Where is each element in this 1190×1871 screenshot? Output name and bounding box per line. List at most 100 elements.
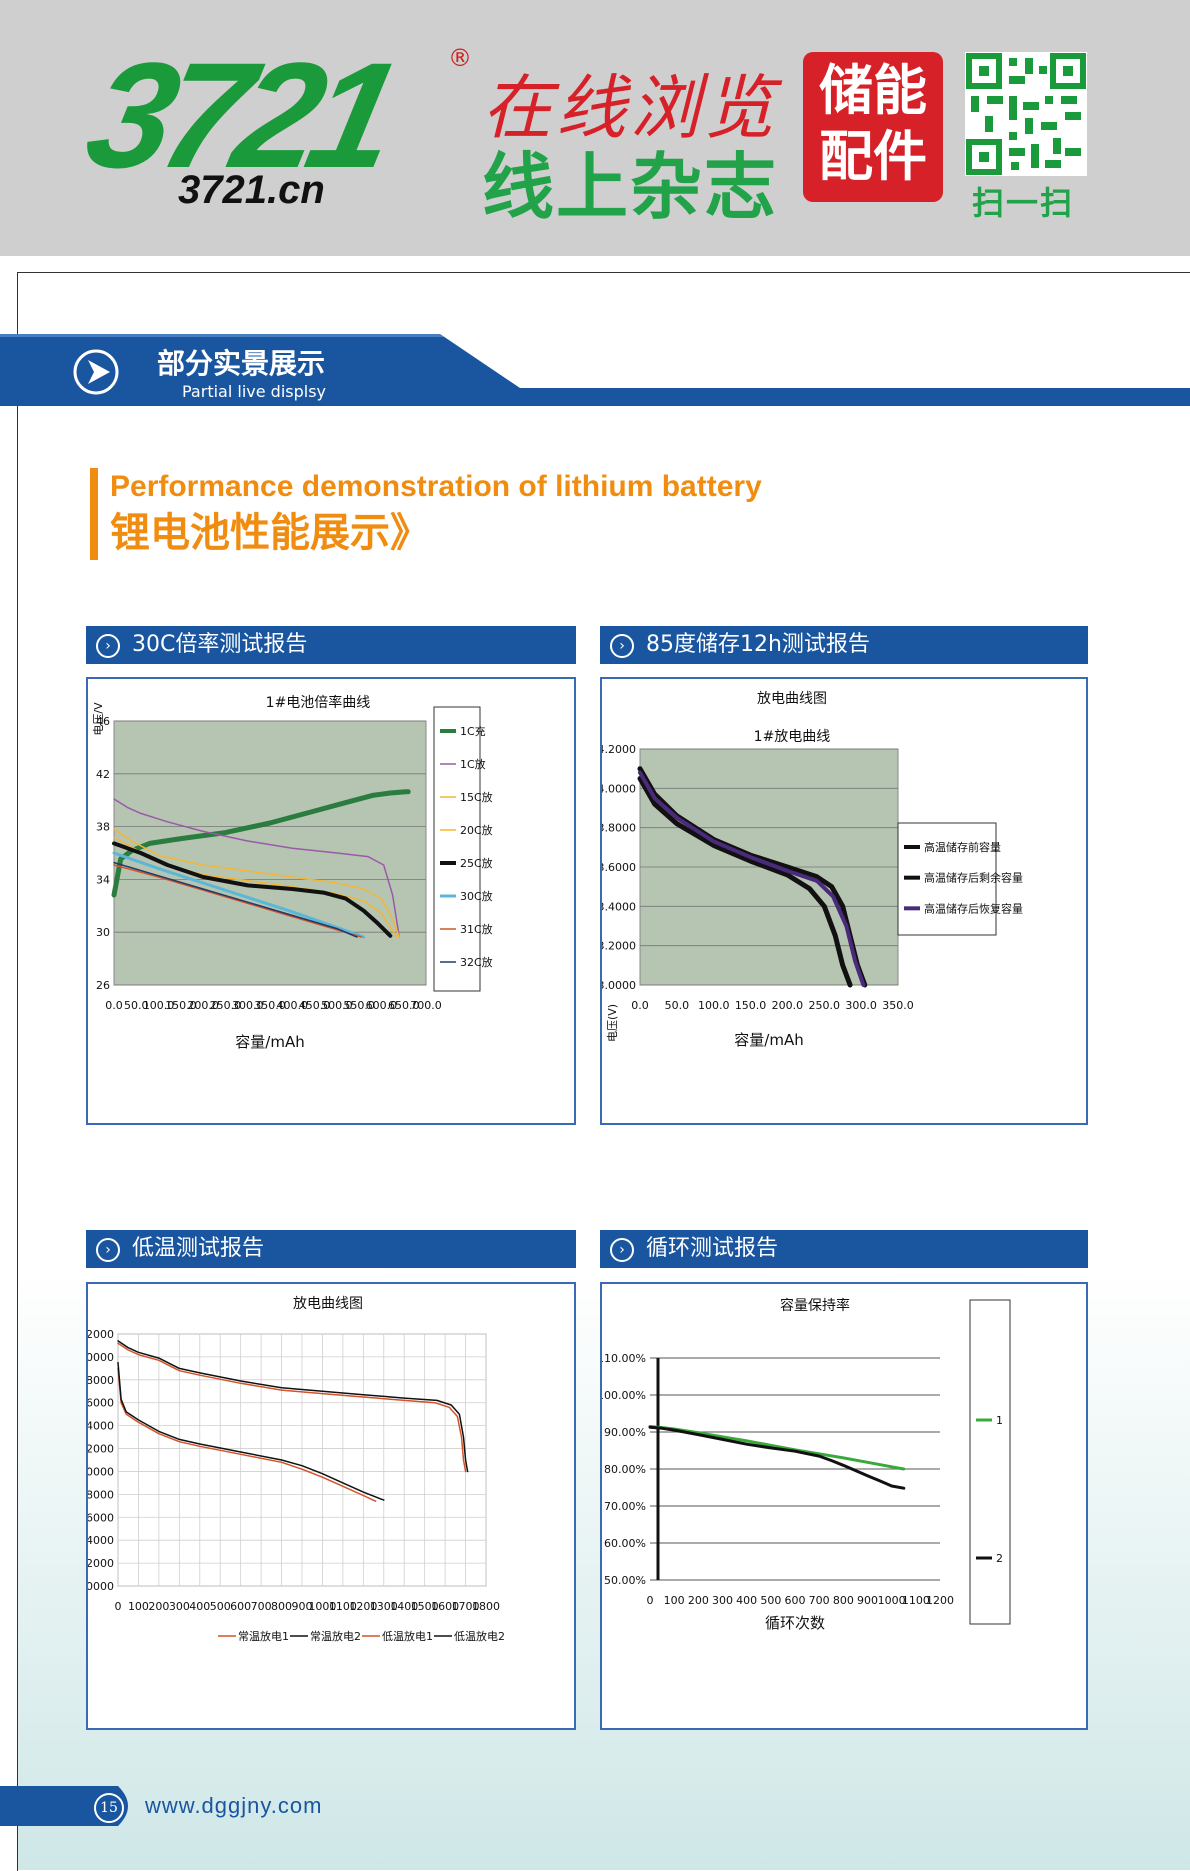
x-tick-label: 800 — [833, 1594, 854, 1607]
stamp-line2: 配件 — [819, 125, 927, 188]
legend-label: 1 — [996, 1414, 1003, 1427]
panel-title: 85度储存12h测试报告 — [646, 632, 870, 657]
x-tick-label: 1700 — [452, 1600, 480, 1613]
x-tick-label: 500 — [210, 1600, 231, 1613]
chart-storage: 放电曲线图 1#放电曲线 3.0000 3.2000 3.4000 3.6000 3.800… — [602, 691, 1023, 1049]
y-tick-label: 3.0000 — [602, 979, 636, 992]
x-tick-label: 50.0 — [665, 999, 690, 1012]
website-link[interactable]: www.dggjny.com — [145, 1793, 323, 1818]
qr-caption: 扫一扫 — [972, 184, 1075, 222]
chart-title: 放电曲线图 — [293, 1296, 363, 1312]
x-tick-label: 700.0 — [410, 999, 442, 1012]
x-tick-label: 1200 — [926, 1594, 954, 1607]
panel-title: 低温测试报告 — [132, 1236, 265, 1261]
panel-title: 30C倍率测试报告 — [132, 632, 308, 657]
x-tick-label: 0.0 — [631, 999, 649, 1012]
x-tick-label: 200 — [688, 1594, 709, 1607]
y-tick-label: 4.2000 — [602, 743, 636, 756]
series-line — [637, 776, 853, 988]
y-tick-label: 46 — [96, 715, 110, 728]
x-tick-label: 200 — [148, 1600, 169, 1613]
slogan-online-magazine: 线上杂志 — [482, 145, 779, 229]
panel-header-rate-test: › 30C倍率测试报告 — [86, 626, 576, 664]
x-tick-label: 1800 — [472, 1600, 500, 1613]
x-tick-label: 700 — [809, 1594, 830, 1607]
x-tick-label: 250.0 — [210, 999, 242, 1012]
headline-en: Performance demonstration of lithium bat… — [110, 470, 762, 503]
legend-label: 25C放 — [460, 856, 493, 870]
x-tick-label: 300.0 — [845, 999, 877, 1012]
x-tick-label: 200.0 — [772, 999, 804, 1012]
y-tick-label: 26 — [96, 979, 110, 992]
x-tick-label: 1400 — [390, 1600, 418, 1613]
y-tick-label: 100.00% — [602, 1389, 646, 1402]
x-tick-label: 50.0 — [124, 999, 148, 1012]
page-number: 15 — [94, 1793, 124, 1823]
legend-label: 常温放电2 — [310, 1629, 361, 1643]
legend-label: 1C充 — [460, 724, 486, 738]
chevron-right-icon: › — [96, 1238, 120, 1262]
y-tick-label: 60.00% — [604, 1537, 646, 1550]
y-tick-label: 4.0000 — [602, 782, 636, 795]
series-line — [117, 1342, 467, 1473]
legend-label: 32C放 — [460, 955, 493, 969]
x-tick-label: 200.0 — [187, 999, 219, 1012]
chart-low-temp: 放电曲线图 2.0000 2.2000 2.4000 2.6000 2.8000 3.000… — [88, 1296, 505, 1643]
y-tick-label: 4.0000 — [88, 1351, 114, 1364]
chart-subtitle: 1#放电曲线 — [754, 729, 831, 745]
x-tick-label: 1000 — [308, 1600, 336, 1613]
series-line — [112, 851, 366, 939]
panel-title: 循环测试报告 — [646, 1236, 779, 1261]
chart-title: 容量保持率 — [780, 1297, 850, 1314]
section-header-band — [0, 334, 1190, 406]
stamp-badge: 储能 配件 — [803, 52, 943, 202]
x-tick-label: 400 — [189, 1600, 210, 1613]
panel-header-storage-test: › 85度储存12h测试报告 — [600, 626, 1088, 664]
y-tick-label: 3.6000 — [602, 861, 636, 874]
chevron-right-icon: › — [610, 1238, 634, 1262]
legend-label: 2 — [996, 1552, 1003, 1565]
x-axis-label: 容量/mAh — [734, 1031, 803, 1049]
x-tick-label: 100.0 — [698, 999, 730, 1012]
x-tick-label: 650.0 — [388, 999, 420, 1012]
x-tick-label: 1600 — [431, 1600, 459, 1613]
x-tick-label: 1300 — [370, 1600, 398, 1613]
y-tick-label: 3.0000 — [88, 1465, 114, 1478]
legend-box — [433, 706, 481, 992]
y-tick-label: 2.0000 — [88, 1580, 114, 1593]
series-line — [113, 828, 401, 938]
chart-low-temp-box: 放电曲线图 2.0000 2.2000 2.4000 2.6000 2.8000 3.000… — [86, 1282, 576, 1730]
y-tick-label: 2.6000 — [88, 1511, 114, 1524]
chevron-right-icon: › — [96, 634, 120, 658]
series-line — [113, 798, 401, 938]
y-tick-label: 34 — [96, 873, 110, 886]
section-title: 部分实景展示 — [157, 347, 326, 380]
y-tick-label: 110.00% — [602, 1352, 646, 1365]
x-tick-label: 450.0 — [299, 999, 331, 1012]
slogan-online-browse: 在线浏览 — [482, 67, 778, 149]
x-tick-label: 0.0 — [105, 999, 123, 1012]
panel-header-cycle-test: › 循环测试报告 — [600, 1230, 1088, 1268]
x-tick-label: 0 — [115, 1600, 122, 1613]
x-tick-label: 300.0 — [232, 999, 264, 1012]
x-tick-label: 1000 — [878, 1594, 906, 1607]
chart-title: 放电曲线图 — [757, 691, 827, 707]
x-tick-label: 700 — [251, 1600, 272, 1613]
legend-label: 常温放电1 — [238, 1629, 289, 1643]
x-tick-label: 1100 — [902, 1594, 930, 1607]
x-tick-label: 1200 — [349, 1600, 377, 1613]
x-tick-label: 550.0 — [343, 999, 375, 1012]
page-frame — [17, 272, 1190, 1871]
y-tick-label: 3.4000 — [88, 1420, 114, 1433]
chart-rate: 1#电池倍率曲线 26 30 34 38 42 46 0.0 50.0100.0150.0200… — [92, 694, 493, 1051]
chart-storage-box: 放电曲线图 1#放电曲线 3.0000 3.2000 3.4000 3.6000 3.800… — [600, 677, 1088, 1125]
x-tick-label: 600 — [230, 1600, 251, 1613]
section-subtitle: Partial live displsy — [182, 382, 326, 401]
series-line — [117, 1361, 385, 1501]
qr-code[interactable] — [965, 52, 1087, 176]
y-tick-label: 70.00% — [604, 1500, 646, 1513]
y-tick-label: 3.2000 — [602, 940, 636, 953]
x-tick-label: 900 — [292, 1600, 313, 1613]
chart-rate-box: 1#电池倍率曲线 26 30 34 38 42 46 0.0 50.0 100.0 150.0 200… — [86, 677, 576, 1125]
x-tick-label: 100.0 — [143, 999, 175, 1012]
